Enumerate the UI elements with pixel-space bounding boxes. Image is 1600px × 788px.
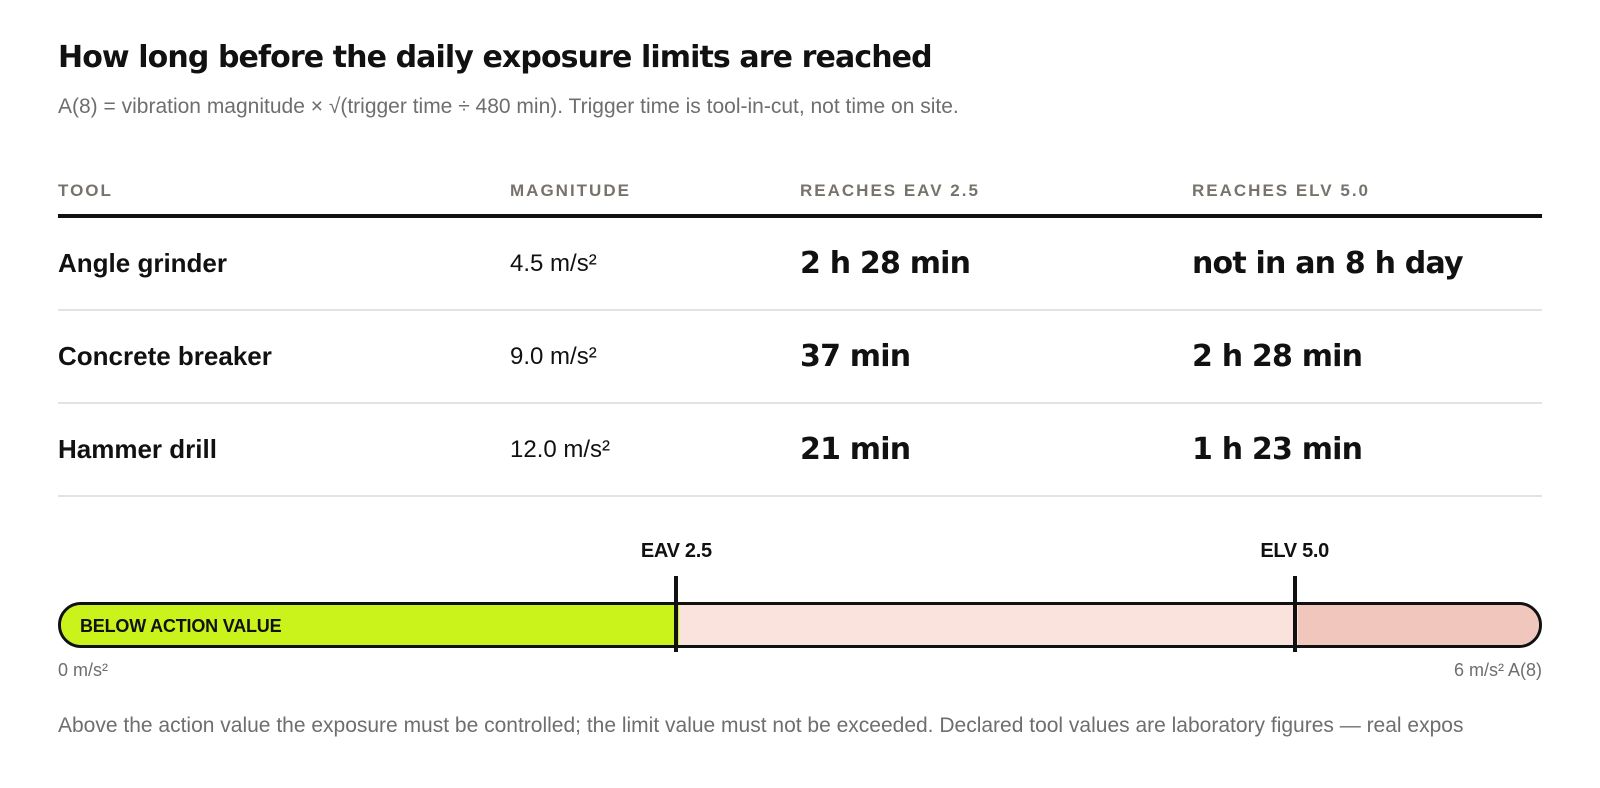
tool-name: Angle grinder (58, 248, 228, 278)
exposure-scale: EAV 2.5 ELV 5.0 BELOW ACTION VALUE 0 m/s… (58, 540, 1542, 700)
tool-magnitude: 9.0 m/s² (510, 343, 597, 370)
column-header-magnitude: MAGNITUDE (510, 181, 631, 200)
scale-max-label: 6 m/s² A(8) (1453, 660, 1542, 680)
time-to-elv: not in an 8 h day (1192, 246, 1464, 281)
tool-name: Hammer drill (58, 434, 217, 464)
table-row: Concrete breaker 9.0 m/s² 37 min 2 h 28 … (58, 311, 1542, 404)
formula-subtitle: A(8) = vibration magnitude × √(trigger t… (58, 95, 959, 118)
scale-min-label: 0 m/s² (58, 660, 109, 680)
exposure-table: TOOL MAGNITUDE REACHES EAV 2.5 REACHES E… (58, 176, 1542, 497)
zone-between-eav-elv (679, 605, 1298, 645)
scale-bar: BELOW ACTION VALUE (58, 602, 1542, 648)
table-row: Hammer drill 12.0 m/s² 21 min 1 h 23 min (58, 404, 1542, 497)
zone-below-action-value (61, 605, 680, 645)
time-to-elv: 1 h 23 min (1192, 432, 1363, 467)
column-header-elv: REACHES ELV 5.0 (1192, 181, 1371, 200)
elv-marker-line (1292, 576, 1297, 652)
time-to-eav: 21 min (800, 432, 911, 467)
elv-marker-label: ELV 5.0 (1260, 540, 1329, 562)
eav-marker-label: EAV 2.5 (640, 540, 712, 562)
tool-name: Concrete breaker (58, 341, 272, 371)
zone-above-limit-value (1297, 605, 1539, 645)
tool-magnitude: 4.5 m/s² (510, 250, 597, 277)
table-row: Angle grinder 4.5 m/s² 2 h 28 min not in… (58, 218, 1542, 311)
column-header-tool: TOOL (58, 181, 113, 200)
time-to-elv: 2 h 28 min (1192, 339, 1363, 374)
table-header: TOOL MAGNITUDE REACHES EAV 2.5 REACHES E… (58, 176, 1542, 218)
time-to-eav: 37 min (800, 339, 911, 374)
zone-below-label: BELOW ACTION VALUE (80, 616, 282, 636)
time-to-eav: 2 h 28 min (800, 246, 971, 281)
eav-marker-line (674, 576, 679, 652)
footnote: Above the action value the exposure must… (58, 714, 1464, 737)
tool-magnitude: 12.0 m/s² (510, 436, 611, 463)
page-title: How long before the daily exposure limit… (58, 40, 933, 75)
column-header-eav: REACHES EAV 2.5 (800, 181, 980, 200)
